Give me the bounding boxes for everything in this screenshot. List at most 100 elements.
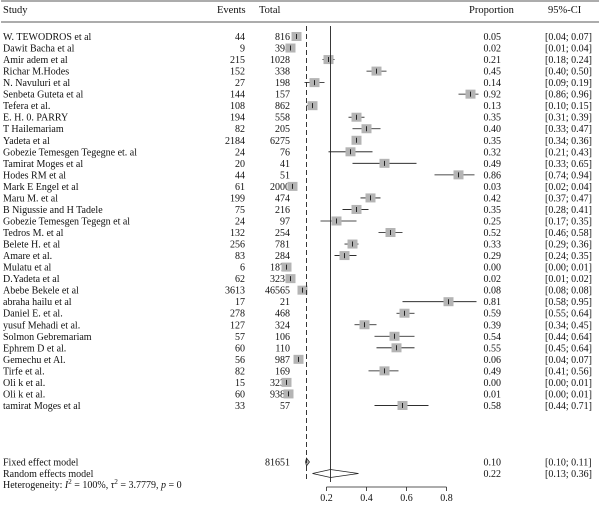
- study-total: 987: [275, 355, 290, 366]
- study-events: 2184: [225, 136, 245, 147]
- x-tick-label: 0.2: [320, 493, 333, 504]
- study-ci: [0.01; 0.02]: [545, 274, 592, 285]
- study-ci: [0.46; 0.58]: [545, 228, 592, 239]
- study-ci: [0.31; 0.39]: [545, 113, 592, 124]
- study-row: E. H. 0. PARRY 194 558 0.35 [0.31; 0.39]: [3, 112, 592, 124]
- study-ci: [0.00; 0.01]: [545, 378, 592, 389]
- study-row: Ephrem D et al. 60 110 0.55 [0.45; 0.64]: [3, 343, 592, 354]
- study-row: B Nigussie and H Tadele 75 216 0.35 [0.28; 0…: [3, 204, 592, 216]
- x-tick-label: 0.4: [360, 493, 373, 504]
- study-events: 33: [235, 401, 245, 412]
- study-total: 558: [275, 113, 290, 124]
- study-total: 1874: [270, 263, 290, 274]
- study-total: 3238: [270, 274, 290, 285]
- study-events: 56: [235, 355, 245, 366]
- study-ci: [0.28; 0.41]: [545, 205, 592, 216]
- study-proportion: 0.58: [484, 401, 502, 412]
- study-events: 194: [230, 113, 245, 124]
- fixed-effect-proportion: 0.10: [484, 458, 502, 469]
- study-name: Daniel E. et al.: [3, 309, 63, 320]
- fixed-effect-ci: [0.10; 0.11]: [545, 458, 592, 469]
- study-events: 199: [230, 193, 245, 204]
- study-name: Amir adem et al: [3, 55, 68, 66]
- study-events: 60: [235, 389, 245, 400]
- study-name: Maru M. et al: [3, 193, 58, 204]
- study-proportion: 0.92: [484, 90, 502, 101]
- study-row: Belete H. et al 256 781 0.33 [0.29; 0.36]: [3, 239, 592, 251]
- study-events: 62: [235, 274, 245, 285]
- study-total: 474: [275, 193, 290, 204]
- study-total: 57: [280, 401, 290, 412]
- study-row: Amir adem et al 215 1028 0.21 [0.18; 0.24]: [3, 55, 592, 66]
- study-events: 24: [235, 216, 245, 227]
- study-total: 398: [275, 44, 290, 55]
- study-ci: [0.86; 0.96]: [545, 90, 592, 101]
- study-row: Mark E Engel et al 61 2000 0.03 [0.02; 0.04]: [3, 181, 592, 193]
- study-name: Hodes RM et al: [3, 170, 66, 181]
- study-ci: [0.34; 0.45]: [545, 320, 592, 331]
- study-name: Mulatu et al: [3, 263, 52, 274]
- study-proportion: 0.45: [484, 67, 502, 78]
- study-total: 216: [275, 205, 290, 216]
- study-total: 254: [275, 228, 290, 239]
- study-name: Gobezie Temesgen Tegegne et. al: [3, 147, 137, 158]
- study-name: E. H. 0. PARRY: [3, 113, 68, 124]
- study-row: abraha hailu et al 17 21 0.81 [0.58; 0.95]: [3, 297, 592, 308]
- study-name: T Hailemariam: [3, 124, 64, 135]
- study-total: 2000: [270, 182, 290, 193]
- study-name: abraha hailu et al: [3, 297, 72, 308]
- study-proportion: 0.42: [484, 193, 502, 204]
- study-events: 144: [230, 90, 245, 101]
- study-proportion: 0.13: [484, 101, 502, 112]
- x-axis: 0.2 0.4 0.6 0.8: [306, 26, 453, 504]
- study-total: 21: [280, 297, 290, 308]
- study-row: D.Yadeta et al 62 3238 0.02 [0.01; 0.02]: [3, 274, 592, 285]
- study-events: 3613: [225, 286, 245, 297]
- study-proportion: 0.35: [484, 205, 502, 216]
- study-total: 3235: [270, 378, 290, 389]
- study-events: 44: [235, 32, 245, 43]
- study-row: Solmon Gebremariam 57 106 0.54 [0.44; 0.64]: [3, 331, 592, 343]
- study-events: 82: [235, 124, 245, 135]
- study-events: 27: [235, 78, 245, 89]
- study-proportion: 0.81: [484, 297, 502, 308]
- study-row: Richar M.Hodes 152 338 0.45 [0.40; 0.50]: [3, 66, 592, 78]
- study-ci: [0.44; 0.71]: [545, 401, 592, 412]
- study-row: Yadeta et al 2184 6275 0.35 [0.34; 0.36]: [3, 135, 592, 147]
- random-effects-label: Random effects model: [3, 469, 94, 480]
- study-proportion: 0.49: [484, 366, 502, 377]
- study-total: 284: [275, 251, 290, 262]
- study-total: 157: [275, 90, 290, 101]
- study-events: 215: [230, 55, 245, 66]
- study-row: Oli k et al. 15 3235 0.00 [0.00; 0.01]: [3, 377, 592, 389]
- study-total: 110: [275, 343, 290, 354]
- study-events: 20: [235, 159, 245, 170]
- study-row: Senbeta Guteta et al 144 157 0.92 [0.86; 0.9…: [3, 89, 592, 101]
- study-proportion: 0.08: [484, 286, 502, 297]
- study-name: Abebe Bekele et al: [3, 286, 79, 297]
- study-events: 60: [235, 343, 245, 354]
- study-ci: [0.34; 0.36]: [545, 136, 592, 147]
- study-name: Tirfe et al.: [3, 366, 45, 377]
- study-row: Daniel E. et al. 278 468 0.59 [0.55; 0.64]: [3, 308, 592, 320]
- study-total: 41: [280, 159, 290, 170]
- study-rows: W. TEWODROS et al 44 816 0.05 [0.04; 0.07]Da…: [3, 32, 592, 412]
- header-proportion: Proportion: [469, 5, 515, 16]
- study-ci: [0.24; 0.35]: [545, 251, 592, 262]
- study-total: 6275: [270, 136, 290, 147]
- study-events: 152: [230, 67, 245, 78]
- study-row: Gobezie Temesgen Tegegne et. al 24 76 0.32 […: [3, 147, 592, 158]
- study-row: Oli k et al. 60 9388 0.01 [0.00; 0.01]: [3, 389, 592, 400]
- study-proportion: 0.14: [484, 78, 502, 89]
- study-row: Maru M. et al 199 474 0.42 [0.37; 0.47]: [3, 193, 592, 204]
- study-ci: [0.02; 0.04]: [545, 182, 592, 193]
- study-row: Mulatu et al 6 1874 0.00 [0.00; 0.01]: [3, 262, 592, 274]
- study-proportion: 0.33: [484, 240, 502, 251]
- study-name: Tefera et al.: [3, 101, 50, 112]
- study-total: 781: [275, 240, 290, 251]
- study-ci: [0.21; 0.43]: [545, 147, 592, 158]
- study-row: T Hailemariam 82 205 0.40 [0.33; 0.47]: [3, 124, 592, 135]
- study-proportion: 0.35: [484, 113, 502, 124]
- random-effects-diamond: [312, 469, 359, 478]
- fixed-effect-total: 81651: [265, 458, 290, 469]
